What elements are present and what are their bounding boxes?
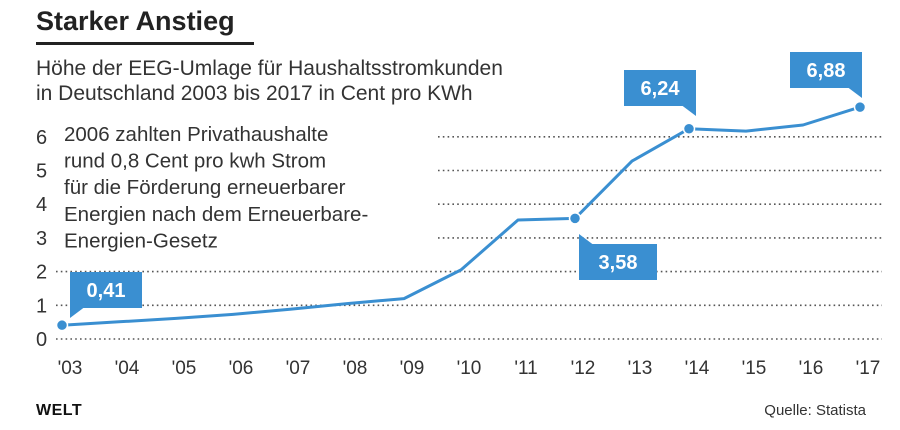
callout-box [790, 52, 862, 88]
x-tick-label: '14 [685, 358, 710, 379]
x-tick-label: '10 [457, 358, 482, 379]
y-tick-label-5: 5 [36, 161, 47, 183]
x-tick-label: '16 [799, 358, 824, 379]
callout-box [70, 272, 142, 308]
x-tick-label: '17 [856, 358, 881, 379]
y-tick-label-0: 0 [36, 329, 47, 351]
annotation-line-5: Energien-Gesetz [64, 229, 218, 252]
y-tick-label-1: 1 [36, 295, 47, 317]
data-point-marker [55, 318, 69, 332]
series-line [60, 105, 862, 327]
callout-label: 6,24 [641, 78, 681, 100]
y-tick-label-6: 6 [36, 127, 47, 149]
subtitle-line-2: in Deutschland 2003 bis 2017 in Cent pro… [36, 82, 473, 105]
source-note: Quelle: Statista [764, 402, 866, 419]
x-tick-label: '08 [343, 358, 368, 379]
x-tick-label: '09 [400, 358, 425, 379]
data-point-marker [853, 100, 867, 114]
y-tick-label-2: 2 [36, 262, 47, 284]
x-tick-label: '06 [229, 358, 254, 379]
y-tick-label-3: 3 [36, 228, 47, 250]
callout-label: 3,58 [599, 252, 638, 274]
x-tick-label: '05 [172, 358, 197, 379]
callout-box [579, 244, 657, 280]
headline-underline [36, 42, 254, 45]
annotation-line-2: rund 0,8 Cent pro kwh Strom [64, 150, 326, 173]
x-tick-label: '04 [115, 358, 140, 379]
callout-box [624, 70, 696, 106]
x-tick-label: '03 [58, 358, 83, 379]
callout-pointer [579, 234, 595, 246]
welt-logo: WELT [36, 402, 83, 419]
x-tick-label: '11 [514, 358, 537, 379]
data-point-marker [682, 122, 696, 135]
annotation-line-1: 2006 zahlten Privathaushalte [64, 123, 328, 146]
x-tick-label: '12 [571, 358, 596, 379]
subtitle-line-1: Höhe der EEG-Umlage für Haushaltsstromku… [36, 57, 503, 80]
callout-pointer [680, 104, 696, 116]
x-tick-label: '15 [742, 358, 767, 379]
callout-pointer [846, 86, 862, 98]
annotation-line-3: für die Förderung erneuerbarer [64, 176, 346, 199]
callout-pointer [70, 306, 86, 318]
chart-subtitle: Höhe der EEG-Umlage für Haushaltsstromku… [36, 56, 596, 106]
data-point-marker [568, 212, 582, 225]
callout-label: 0,41 [87, 280, 126, 302]
x-tick-label: '13 [628, 358, 653, 379]
callout-label: 6,88 [807, 60, 846, 82]
annotation-line-4: Energien nach dem Erneuerbare- [64, 203, 368, 226]
y-tick-label-4: 4 [36, 194, 47, 216]
chart-headline: Starker Anstieg [36, 6, 235, 36]
x-tick-label: '07 [286, 358, 311, 379]
